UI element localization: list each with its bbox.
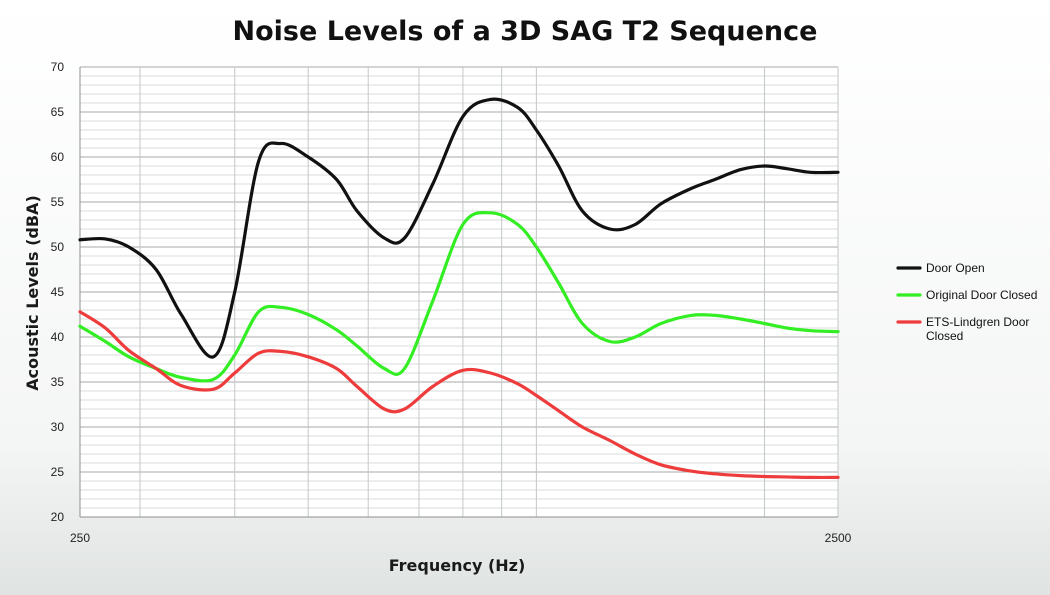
legend-item: ETS-Lindgren Door Closed (896, 315, 1029, 343)
y-tick-label: 20 (51, 510, 65, 524)
y-tick-label: 45 (51, 285, 65, 299)
legend-label: Original Door Closed (926, 288, 1037, 302)
legend-item: Original Door Closed (896, 288, 1037, 302)
legend-item: Door Open (896, 261, 985, 275)
y-tick-label: 50 (51, 240, 65, 254)
y-tick-label: 35 (51, 375, 65, 389)
series-lines (78, 97, 840, 480)
y-tick-label: 25 (51, 465, 65, 479)
legend-label: ETS-Lindgren Door Closed (926, 315, 1029, 343)
legend: Door Open Original Door Closed ETS-Lindgre… (896, 261, 1037, 343)
grid (79, 66, 839, 518)
y-tick-label: 65 (51, 105, 65, 119)
x-tick-label: 2500 (825, 531, 852, 545)
series-line-original-door-closed (78, 210, 840, 383)
series-line-ets-lindgren-door-closed (78, 310, 840, 480)
y-tick-label: 60 (51, 150, 65, 164)
chart-title: Noise Levels of a 3D SAG T2 Sequence (233, 16, 818, 47)
x-tick-label: 250 (70, 531, 90, 545)
y-tick-label: 30 (51, 420, 65, 434)
y-tick-label: 55 (51, 195, 65, 209)
axes: 20 25 30 35 40 45 50 55 60 65 70 250 2500 (51, 60, 852, 545)
y-tick-label: 70 (51, 60, 65, 74)
y-axis-label: Acoustic Levels (dBA) (23, 195, 42, 391)
series-line-door-open (78, 97, 840, 359)
legend-label: Door Open (926, 261, 985, 275)
y-tick-label: 40 (51, 330, 65, 344)
x-axis-label: Frequency (Hz) (389, 556, 526, 575)
